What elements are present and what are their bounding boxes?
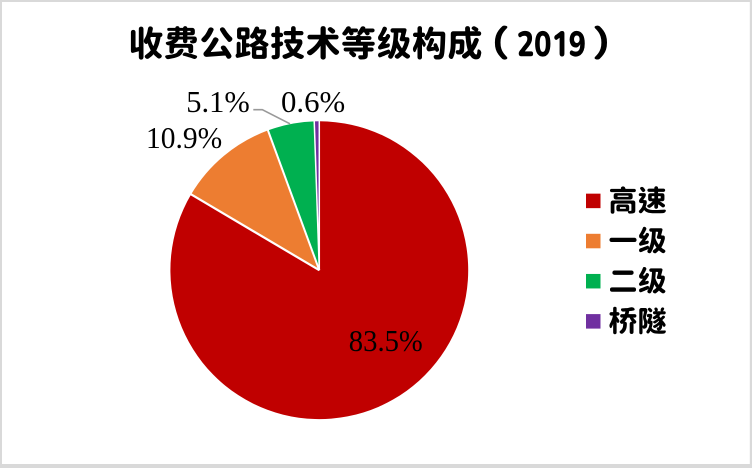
svg-text:83.5%: 83.5% bbox=[349, 324, 423, 358]
svg-text:5.1%: 5.1% bbox=[186, 85, 250, 119]
svg-text:0.6%: 0.6% bbox=[281, 85, 345, 119]
svg-text:10.9%: 10.9% bbox=[146, 121, 222, 155]
